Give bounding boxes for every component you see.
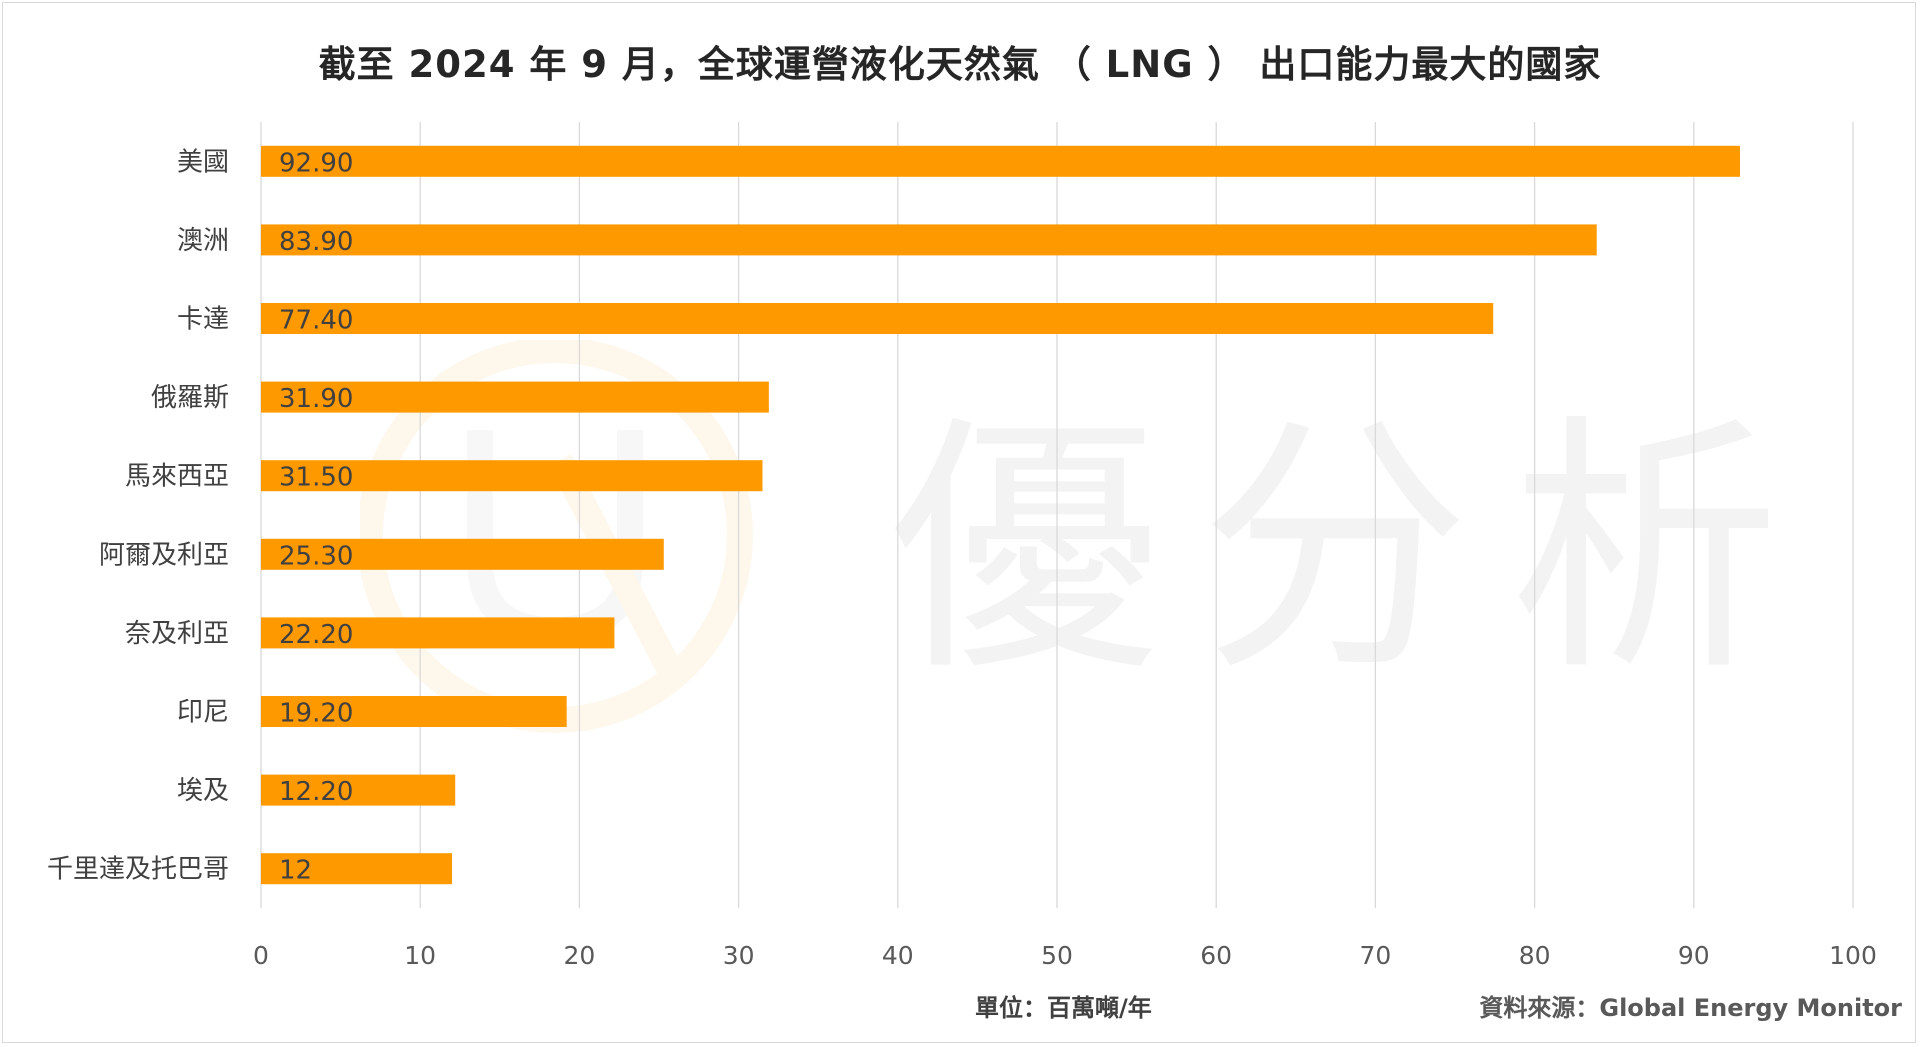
data-label: 92.90 [279, 148, 353, 178]
bar [261, 853, 453, 885]
bar [261, 774, 456, 806]
x-tick-label: 90 [1678, 941, 1710, 970]
category-label: 奈及利亞 [125, 619, 229, 649]
data-label: 25.30 [279, 541, 353, 571]
data-label: 31.90 [279, 384, 353, 414]
data-label: 77.40 [279, 306, 353, 336]
x-tick-label: 40 [882, 941, 914, 970]
category-label: 美國 [177, 147, 229, 177]
x-tick-label: 70 [1359, 941, 1391, 970]
category-label: 埃及 [177, 776, 229, 806]
bar [261, 224, 1597, 256]
data-label: 19.20 [279, 699, 353, 729]
bar [261, 381, 769, 413]
x-tick-label: 60 [1200, 941, 1232, 970]
category-label: 千里達及托巴哥 [47, 855, 229, 885]
x-tick-label: 80 [1519, 941, 1551, 970]
value-labels: 92.90 83.90 77.40 31.90 31.50 25.30 22.20 19.20… [279, 148, 353, 885]
category-label: 卡達 [177, 305, 229, 335]
category-label: 馬來西亞 [125, 462, 229, 492]
category-label: 俄羅斯 [151, 383, 229, 413]
category-label: 澳洲 [177, 226, 229, 256]
category-label: 印尼 [177, 698, 229, 728]
category-label: 阿爾及利亞 [99, 540, 229, 570]
bar [261, 303, 1494, 334]
data-label: 83.90 [279, 227, 353, 257]
x-tick-labels: 0 10 20 30 40 50 60 70 80 90 100 [253, 941, 1877, 970]
source-note: 資料來源：Global Energy Monitor [1479, 994, 1902, 1022]
bar [261, 617, 615, 649]
bars [261, 145, 1740, 885]
bar [261, 145, 1740, 177]
chart-title: 截至 2024 年 9 月，全球運營液化天然氣 （ LNG ） 出口能力最大的國… [318, 43, 1602, 86]
data-label: 31.50 [279, 463, 353, 493]
x-tick-label: 50 [1041, 941, 1073, 970]
x-axis-label: 單位：百萬噸/年 [975, 994, 1152, 1022]
x-tick-label: 0 [253, 941, 269, 970]
x-tick-label: 100 [1829, 941, 1877, 970]
x-tick-label: 10 [404, 941, 436, 970]
x-tick-label: 30 [723, 941, 755, 970]
data-label: 12.20 [279, 777, 353, 807]
bar [261, 460, 763, 492]
bar [261, 696, 567, 727]
x-tick-label: 20 [563, 941, 595, 970]
data-label: 22.20 [279, 620, 353, 650]
data-label: 12 [279, 856, 312, 886]
bar [261, 538, 664, 570]
